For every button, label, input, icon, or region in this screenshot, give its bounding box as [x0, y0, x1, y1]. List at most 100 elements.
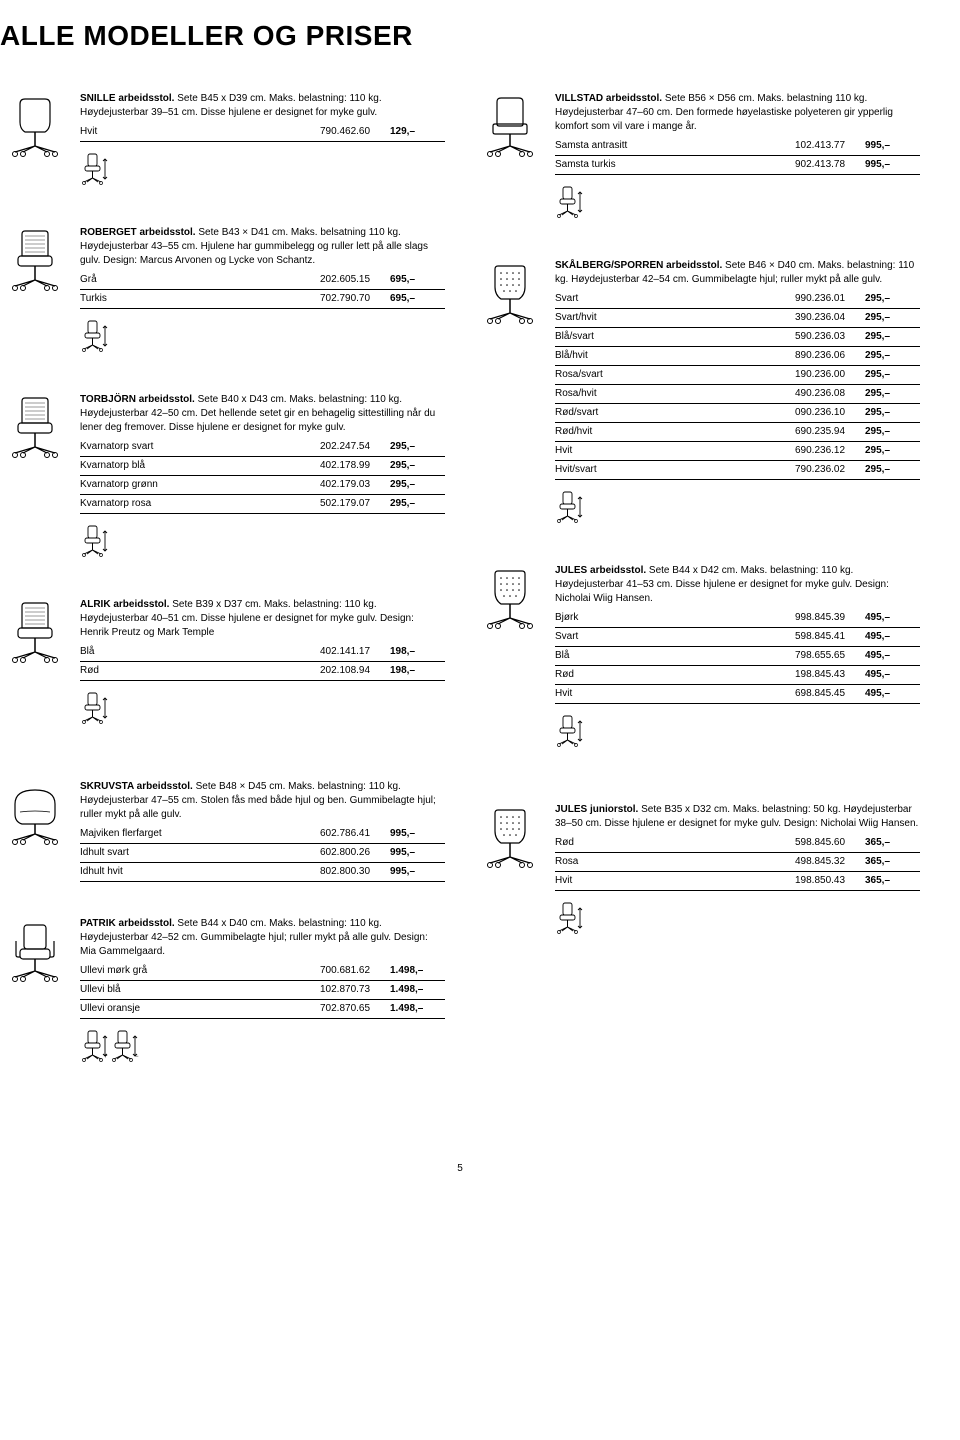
- variant-price: 495,–: [865, 668, 920, 682]
- variant-row: Samsta antrasitt102.413.77995,–: [555, 137, 920, 156]
- variant-name: Idhult hvit: [80, 865, 320, 879]
- variant-article: 498.845.32: [795, 855, 865, 869]
- variant-name: Blå/svart: [555, 330, 795, 344]
- variant-name: Hvit: [80, 125, 320, 139]
- variant-article: 690.236.12: [795, 444, 865, 458]
- variant-price: 495,–: [865, 630, 920, 644]
- variant-article: 798.655.65: [795, 649, 865, 663]
- variant-price: 295,–: [390, 478, 445, 492]
- product-julesjr: JULES juniorstol. Sete B35 x D32 cm. Mak…: [475, 803, 920, 940]
- variant-name: Blå: [555, 649, 795, 663]
- variant-row: Grå202.605.15695,–: [80, 271, 445, 290]
- variant-price: 295,–: [390, 459, 445, 473]
- variant-article: 700.681.62: [320, 964, 390, 978]
- product-description: SNILLE arbeidsstol. Sete B45 x D39 cm. M…: [80, 92, 445, 120]
- variant-name: Kvarnatorp blå: [80, 459, 320, 473]
- variant-row: Rosa/svart190.236.00295,–: [555, 366, 920, 385]
- variant-price: 295,–: [865, 368, 920, 382]
- variant-price: 295,–: [390, 440, 445, 454]
- variant-row: Samsta turkis902.413.78995,–: [555, 156, 920, 175]
- product-skalberg: SKÅLBERG/SPORREN arbeidsstol. Sete B46 ×…: [475, 259, 920, 529]
- variant-price: 295,–: [865, 444, 920, 458]
- height-adjust-icon: [80, 522, 445, 563]
- chair-icon: [0, 598, 70, 730]
- variant-row: Ullevi mørk grå700.681.621.498,–: [80, 962, 445, 981]
- chair-icon: [0, 780, 70, 882]
- variant-name: Rød: [555, 668, 795, 682]
- product-alrik: ALRIK arbeidsstol. Sete B39 x D37 cm. Ma…: [0, 598, 445, 730]
- variant-article: 202.108.94: [320, 664, 390, 678]
- variant-article: 490.236.08: [795, 387, 865, 401]
- variant-row: Rød/svart090.236.10295,–: [555, 404, 920, 423]
- variant-name: Majviken flerfarget: [80, 827, 320, 841]
- variant-article: 102.870.73: [320, 983, 390, 997]
- variant-price: 295,–: [865, 330, 920, 344]
- variant-article: 502.179.07: [320, 497, 390, 511]
- variant-name: Samsta antrasitt: [555, 139, 795, 153]
- height-adjust-icon: [80, 317, 445, 358]
- variant-price: 495,–: [865, 649, 920, 663]
- variant-list: Samsta antrasitt102.413.77995,–Samsta tu…: [555, 137, 920, 175]
- variant-list: Ullevi mørk grå700.681.621.498,–Ullevi b…: [80, 962, 445, 1019]
- product-description: TORBJÖRN arbeidsstol. Sete B40 x D43 cm.…: [80, 393, 445, 435]
- variant-row: Ullevi oransje702.870.651.498,–: [80, 1000, 445, 1019]
- page-title: ALLE MODELLER OG PRISER: [0, 20, 920, 52]
- variant-article: 198.850.43: [795, 874, 865, 888]
- variant-name: Rosa/svart: [555, 368, 795, 382]
- variant-article: 198.845.43: [795, 668, 865, 682]
- variant-name: Svart: [555, 630, 795, 644]
- variant-article: 390.236.04: [795, 311, 865, 325]
- variant-row: Hvit790.462.60129,–: [80, 123, 445, 142]
- variant-price: 295,–: [865, 463, 920, 477]
- variant-article: 698.845.45: [795, 687, 865, 701]
- variant-name: Rød/svart: [555, 406, 795, 420]
- variant-price: 995,–: [390, 865, 445, 879]
- variant-row: Blå/svart590.236.03295,–: [555, 328, 920, 347]
- variant-article: 598.845.60: [795, 836, 865, 850]
- variant-price: 495,–: [865, 611, 920, 625]
- height-adjust-icon: + −: [80, 1027, 445, 1068]
- product-description: ROBERGET arbeidsstol. Sete B43 × D41 cm.…: [80, 226, 445, 268]
- variant-name: Grå: [80, 273, 320, 287]
- variant-article: 202.247.54: [320, 440, 390, 454]
- chair-icon: [0, 917, 70, 1068]
- variant-article: 202.605.15: [320, 273, 390, 287]
- variant-article: 702.790.70: [320, 292, 390, 306]
- variant-article: 402.178.99: [320, 459, 390, 473]
- variant-price: 365,–: [865, 836, 920, 850]
- variant-article: 602.786.41: [320, 827, 390, 841]
- product-description: JULES arbeidsstol. Sete B44 x D42 cm. Ma…: [555, 564, 920, 606]
- svg-text:+: +: [104, 1054, 108, 1060]
- product-patrik: PATRIK arbeidsstol. Sete B44 x D40 cm. M…: [0, 917, 445, 1068]
- height-adjust-icon: [555, 488, 920, 529]
- variant-price: 295,–: [865, 406, 920, 420]
- variant-price: 295,–: [865, 425, 920, 439]
- variant-name: Ullevi mørk grå: [80, 964, 320, 978]
- variant-name: Rød: [80, 664, 320, 678]
- variant-row: Blå798.655.65495,–: [555, 647, 920, 666]
- variant-price: 365,–: [865, 855, 920, 869]
- variant-article: 998.845.39: [795, 611, 865, 625]
- variant-article: 790.236.02: [795, 463, 865, 477]
- variant-price: 295,–: [865, 349, 920, 363]
- variant-row: Majviken flerfarget602.786.41995,–: [80, 825, 445, 844]
- variant-name: Hvit/svart: [555, 463, 795, 477]
- variant-price: 995,–: [865, 158, 920, 172]
- product-description: JULES juniorstol. Sete B35 x D32 cm. Mak…: [555, 803, 920, 831]
- variant-row: Idhult hvit802.800.30995,–: [80, 863, 445, 882]
- product-description: PATRIK arbeidsstol. Sete B44 x D40 cm. M…: [80, 917, 445, 959]
- variant-name: Hvit: [555, 687, 795, 701]
- variant-name: Blå: [80, 645, 320, 659]
- variant-article: 190.236.00: [795, 368, 865, 382]
- variant-price: 1.498,–: [390, 983, 445, 997]
- variant-list: Hvit790.462.60129,–: [80, 123, 445, 142]
- chair-icon: [475, 259, 545, 529]
- variant-row: Rød198.845.43495,–: [555, 666, 920, 685]
- variant-name: Kvarnatorp svart: [80, 440, 320, 454]
- variant-list: Kvarnatorp svart202.247.54295,–Kvarnator…: [80, 438, 445, 514]
- chair-icon: [475, 803, 545, 940]
- variant-row: Ullevi blå102.870.731.498,–: [80, 981, 445, 1000]
- variant-row: Kvarnatorp grønn402.179.03295,–: [80, 476, 445, 495]
- variant-price: 995,–: [390, 846, 445, 860]
- chair-icon: [0, 226, 70, 358]
